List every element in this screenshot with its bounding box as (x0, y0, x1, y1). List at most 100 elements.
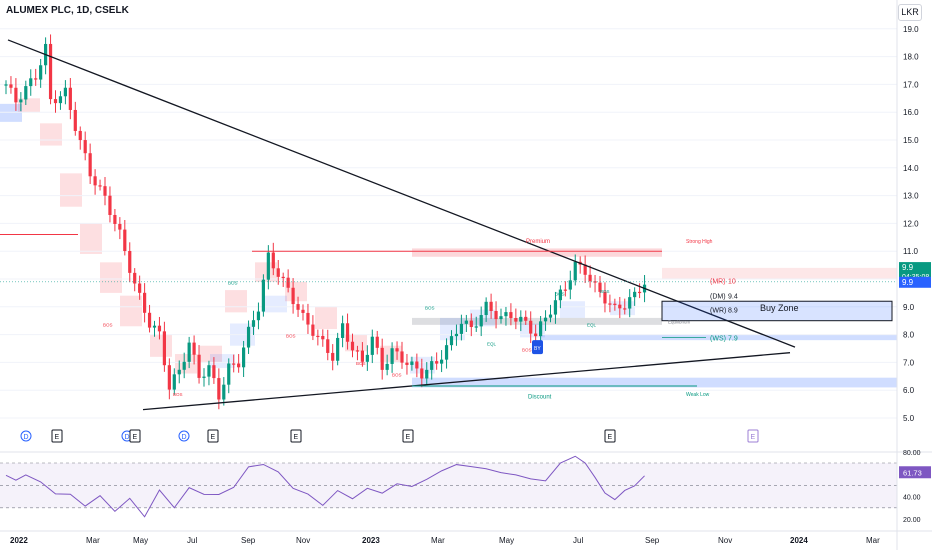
discount-zone (412, 377, 897, 388)
rsi-band-fill (0, 463, 897, 508)
premium-label: Premium (526, 239, 550, 245)
candle-body (583, 264, 587, 275)
candle-body (68, 87, 72, 110)
trend-ribbon (345, 334, 367, 352)
candle-body (316, 335, 320, 338)
candle-body (281, 276, 285, 279)
time-tick-label: May (133, 536, 148, 545)
candle-body (53, 99, 58, 104)
dividend-marker[interactable] (20, 430, 32, 442)
premium-zone-extension (662, 267, 897, 279)
candle-body (558, 289, 562, 301)
trend-ribbon (200, 345, 222, 363)
candle-body (93, 176, 97, 186)
candle-body (454, 333, 459, 337)
candle-body (534, 333, 538, 337)
event-marker-label: E (406, 434, 411, 441)
buy-zone-box[interactable] (661, 300, 893, 322)
candle-body (237, 363, 241, 368)
trend-ribbon-support (410, 356, 435, 374)
candle-body (514, 318, 518, 322)
candle-body (563, 289, 567, 291)
time-tick-label: Sep (645, 536, 660, 545)
candle-body (479, 315, 483, 327)
candle-body (410, 361, 414, 365)
symbol-title[interactable]: ALUMEX PLC, 1D, CSELK (6, 5, 129, 16)
candle-body (83, 140, 87, 154)
level-mr-value: 10 (728, 278, 736, 285)
candle-body (370, 336, 374, 355)
candle-body (182, 361, 186, 370)
candle-body (568, 280, 572, 290)
earnings-marker[interactable] (51, 429, 63, 443)
candle-body (227, 363, 231, 385)
candle-body (108, 195, 112, 215)
candle-body (58, 96, 63, 104)
eql-label: EQL (487, 342, 497, 347)
candle-body (113, 214, 117, 224)
candle-body (420, 368, 424, 379)
rsi-tick-label: 40.00 (903, 495, 921, 502)
structure-tag: BOS (555, 292, 565, 297)
earnings-marker[interactable] (402, 429, 414, 443)
price-tick-label: 15.0 (903, 136, 919, 145)
currency-button[interactable]: LKR (898, 4, 922, 21)
rsi-last-tag (899, 466, 931, 479)
earnings-marker[interactable] (747, 429, 759, 443)
descending-trendline[interactable] (7, 39, 796, 348)
earnings-marker[interactable] (290, 429, 302, 443)
candle-body (543, 317, 548, 322)
candle-body (271, 252, 275, 269)
earnings-marker[interactable] (129, 429, 141, 443)
equilibrium-label: Equilibrium (668, 319, 691, 324)
candle-body (380, 347, 384, 370)
structure-tag: BOS (286, 333, 296, 338)
trend-ribbon (40, 123, 62, 146)
candle-body (524, 316, 528, 321)
rsi-pane[interactable] (0, 455, 897, 518)
time-tick-label: 2023 (362, 536, 380, 545)
trendline-layer[interactable] (0, 39, 897, 411)
candle-body (608, 303, 612, 305)
candle-body (48, 43, 53, 100)
event-marker-label: E (211, 434, 216, 441)
candle-body (143, 292, 147, 313)
close-price-tag (899, 276, 931, 288)
dividend-marker[interactable] (178, 430, 190, 442)
eql-label: EQL (587, 322, 597, 327)
candle-body (73, 109, 77, 131)
structure-tag: BOS (392, 372, 402, 377)
candle-body (147, 312, 152, 328)
candle-body (504, 312, 508, 317)
candle-body (187, 342, 191, 362)
earnings-marker[interactable] (207, 429, 219, 443)
candle-body (98, 185, 102, 187)
candle-body (336, 337, 340, 361)
candle-body (425, 369, 429, 379)
structure-tag: BOS (600, 289, 610, 294)
candle-body (162, 331, 166, 366)
earnings-marker[interactable] (604, 429, 616, 443)
buy-signal-label: BY (534, 346, 541, 352)
candle-body (360, 350, 364, 362)
event-marker-label: E (55, 434, 60, 441)
candle-body (123, 229, 127, 251)
price-tick-label: 18.0 (903, 53, 919, 62)
weak-support-zone (540, 334, 897, 341)
level-ws-label: (WS) (710, 335, 726, 342)
price-tick-label: 17.0 (903, 80, 919, 89)
candle-body (217, 378, 221, 400)
candle-body (14, 87, 18, 103)
candle-body (212, 365, 216, 379)
candle-body (197, 354, 201, 378)
candle-body (296, 304, 300, 310)
candle-body (633, 291, 637, 298)
price-tick-label: 8.0 (903, 331, 915, 340)
trend-ribbon (285, 281, 307, 302)
strong-high-label: Strong High (686, 239, 713, 245)
candle-body (301, 309, 305, 313)
ascending-trendline[interactable] (142, 352, 791, 411)
